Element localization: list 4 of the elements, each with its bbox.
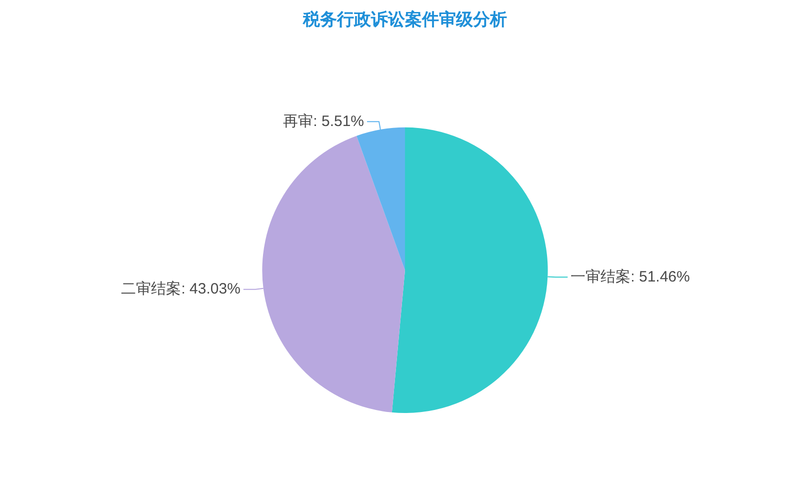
slice-label: 再审: 5.51% <box>283 112 364 130</box>
chart-title: 税务行政诉讼案件审级分析 <box>302 8 507 29</box>
slice-label: 二审结案: 43.03% <box>121 280 240 298</box>
slice-label: 一审结案: 51.46% <box>570 268 690 286</box>
